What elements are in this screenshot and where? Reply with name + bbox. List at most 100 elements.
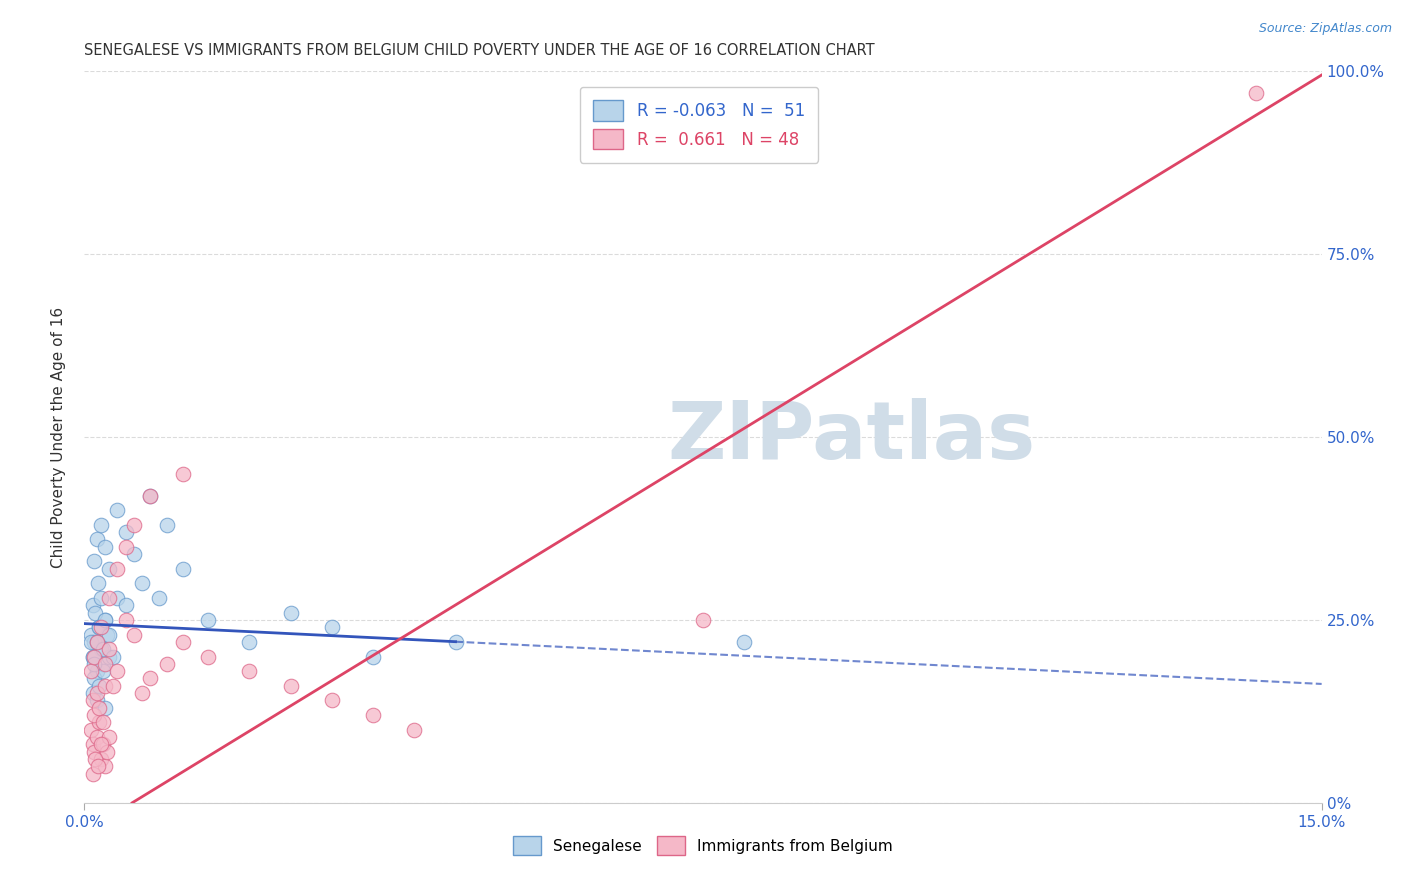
Point: [96, 627, 118, 641]
Point: [82, 599, 104, 613]
Point: [172, 467, 194, 481]
Point: [98, 562, 121, 576]
Point: [172, 635, 194, 649]
Point: [86, 664, 108, 678]
Point: [83, 672, 105, 686]
Point: [91, 737, 114, 751]
Point: [89, 700, 111, 714]
Point: [89, 679, 111, 693]
Point: [86, 693, 108, 707]
Point: [404, 723, 426, 737]
Point: [238, 635, 260, 649]
Point: [83, 649, 105, 664]
Point: [82, 766, 104, 780]
Point: [321, 693, 343, 707]
Point: [90, 642, 112, 657]
Text: ZIPatlas: ZIPatlas: [668, 398, 1036, 476]
Point: [86, 686, 108, 700]
Point: [86, 730, 108, 744]
Point: [94, 700, 117, 714]
Point: [105, 562, 128, 576]
Point: [114, 525, 136, 540]
Point: [156, 517, 179, 532]
Point: [172, 562, 194, 576]
Point: [238, 664, 260, 678]
Point: [84, 606, 107, 620]
Point: [89, 620, 111, 634]
Point: [87, 759, 110, 773]
Point: [139, 672, 162, 686]
Point: [91, 715, 114, 730]
Point: [90, 737, 112, 751]
Text: SENEGALESE VS IMMIGRANTS FROM BELGIUM CHILD POVERTY UNDER THE AGE OF 16 CORRELAT: SENEGALESE VS IMMIGRANTS FROM BELGIUM CH…: [84, 43, 875, 58]
Point: [122, 627, 145, 641]
Point: [105, 591, 128, 605]
Point: [148, 591, 170, 605]
Point: [114, 540, 136, 554]
Point: [98, 730, 121, 744]
Point: [361, 708, 384, 723]
Point: [82, 693, 104, 707]
Point: [692, 613, 714, 627]
Point: [131, 686, 153, 700]
Point: [80, 635, 103, 649]
Point: [91, 657, 114, 671]
Point: [83, 635, 105, 649]
Legend: Senegalese, Immigrants from Belgium: Senegalese, Immigrants from Belgium: [508, 830, 898, 861]
Point: [280, 606, 302, 620]
Point: [139, 489, 162, 503]
Point: [139, 489, 162, 503]
Point: [86, 635, 108, 649]
Point: [80, 723, 103, 737]
Point: [444, 635, 467, 649]
Point: [82, 649, 104, 664]
Point: [86, 533, 108, 547]
Point: [114, 599, 136, 613]
Point: [89, 620, 111, 634]
Point: [1244, 87, 1267, 101]
Point: [80, 664, 103, 678]
Point: [156, 657, 179, 671]
Point: [98, 627, 121, 641]
Point: [94, 759, 117, 773]
Point: [90, 591, 112, 605]
Point: [114, 613, 136, 627]
Point: [82, 686, 104, 700]
Point: [90, 752, 112, 766]
Point: [94, 657, 117, 671]
Point: [84, 752, 107, 766]
Point: [90, 620, 112, 634]
Point: [733, 635, 755, 649]
Point: [82, 649, 104, 664]
Point: [105, 503, 128, 517]
Point: [197, 649, 219, 664]
Point: [131, 576, 153, 591]
Point: [361, 649, 384, 664]
Point: [103, 679, 125, 693]
Point: [98, 649, 121, 664]
Point: [82, 737, 104, 751]
Point: [94, 613, 117, 627]
Point: [321, 620, 343, 634]
Point: [83, 554, 105, 568]
Y-axis label: Child Poverty Under the Age of 16: Child Poverty Under the Age of 16: [51, 307, 66, 567]
Point: [122, 547, 145, 561]
Point: [89, 715, 111, 730]
Point: [94, 613, 117, 627]
Point: [90, 517, 112, 532]
Point: [94, 679, 117, 693]
Point: [87, 576, 110, 591]
Point: [103, 649, 125, 664]
Point: [83, 657, 105, 671]
Text: Source: ZipAtlas.com: Source: ZipAtlas.com: [1258, 22, 1392, 36]
Point: [122, 517, 145, 532]
Point: [105, 664, 128, 678]
Point: [197, 613, 219, 627]
Point: [91, 642, 114, 657]
Point: [94, 540, 117, 554]
Point: [96, 745, 118, 759]
Point: [98, 642, 121, 657]
Point: [91, 664, 114, 678]
Point: [83, 708, 105, 723]
Point: [80, 627, 103, 641]
